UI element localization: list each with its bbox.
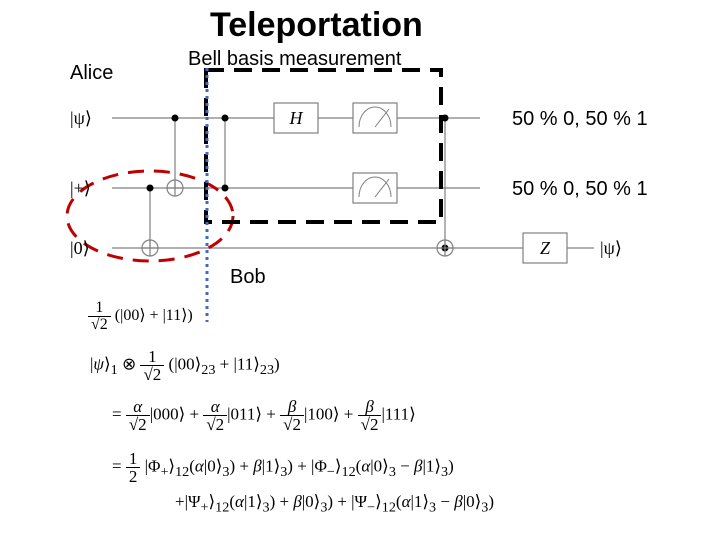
outcome-label-1: 50 % 0, 50 % 1	[512, 108, 648, 131]
svg-text:H: H	[289, 108, 304, 128]
equation-bell-decomp-2: +|Ψ+⟩12(α|1⟩3) + β|0⟩3) + |Ψ−⟩12(α|1⟩3 −…	[175, 492, 494, 516]
qubit-label-0: |ψ⟩	[70, 108, 92, 129]
qubit-label-2: |0⟩	[70, 238, 90, 259]
equation-bell-decomp-1: = 12 |Φ+⟩12(α|0⟩3) + β|1⟩3) + |Φ−⟩12(α|0…	[112, 450, 454, 485]
qubit-label-1: |+⟩	[70, 178, 91, 199]
svg-text:Z: Z	[540, 238, 551, 258]
alice-label: Alice	[70, 62, 113, 85]
bell-basis-label: Bell basis measurement	[188, 48, 401, 71]
page-title: Teleportation	[210, 6, 423, 45]
bob-label: Bob	[230, 266, 266, 289]
outcome-label-2: 50 % 0, 50 % 1	[512, 178, 648, 201]
equation-bell-state: 1√2 (|00⟩ + |11⟩)	[88, 300, 193, 333]
output-qubit-label: |ψ⟩	[600, 238, 622, 259]
equation-tensor: |ψ⟩1 ⊗ 1√2 (|00⟩23 + |11⟩23)	[90, 348, 280, 383]
equation-expand: = α√2|000⟩ + α√2|011⟩ + β√2|100⟩ + β√2|1…	[112, 398, 416, 433]
